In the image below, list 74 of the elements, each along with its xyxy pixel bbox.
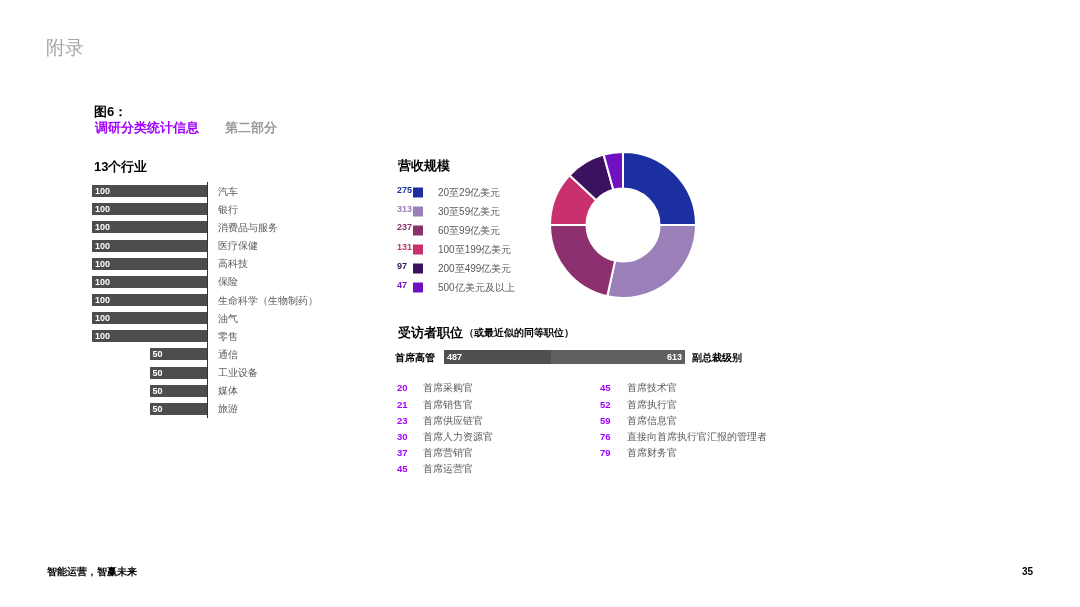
data-label: 100	[95, 276, 111, 287]
y-tick-label: 汽车	[218, 185, 238, 197]
data-label: 79	[600, 447, 611, 458]
y-tick-label: 油气	[218, 312, 238, 324]
data-label: 100	[95, 222, 111, 233]
category-label: 首席信息官	[627, 415, 677, 426]
category-label: 首席营销官	[423, 447, 473, 458]
y-tick-label: 保险	[218, 276, 238, 288]
legend-label: 30至59亿美元	[438, 206, 501, 218]
data-label: 30	[397, 431, 408, 442]
y-tick-label: 医疗保健	[218, 240, 258, 252]
y-tick-label: 旅游	[218, 403, 238, 415]
y-tick-label: 消费品与服务	[218, 221, 278, 233]
chart-subtitle: （或最近似的同等职位）	[464, 327, 574, 338]
legend-label: 60至99亿美元	[438, 225, 501, 237]
category-label: 首席销售官	[423, 399, 473, 410]
data-label: 100	[95, 295, 111, 305]
data-label: 100	[95, 331, 111, 342]
data-label: 50	[152, 367, 163, 378]
data-label: 100	[95, 258, 111, 269]
text: 智能运营，智赢未来	[46, 566, 137, 577]
y-tick-label: 银行	[217, 203, 238, 215]
chart-title: 营收规模	[397, 158, 450, 173]
text: 35	[1022, 566, 1034, 577]
data-label: 23	[397, 415, 408, 426]
caption: 图6：	[94, 104, 128, 119]
category-label: 首席运营官	[423, 463, 473, 474]
data-label: 50	[152, 403, 163, 414]
data-label: 20	[397, 382, 408, 393]
data-label: 100	[95, 204, 111, 215]
category-label: 首席执行官	[627, 399, 677, 410]
y-tick-label: 通信	[218, 348, 238, 360]
data-label: 59	[600, 415, 611, 426]
category-label: 首席采购官	[423, 382, 473, 393]
category-label: 首席财务官	[627, 447, 677, 458]
data-label: 50	[152, 349, 163, 360]
text: 附录	[46, 37, 84, 58]
series-label: 首席高管	[394, 352, 435, 363]
data-label: 45	[397, 463, 409, 474]
y-tick-label: 生命科学（生物制药）	[218, 294, 318, 306]
data-label: 50	[152, 385, 163, 396]
legend-label: 100至199亿美元	[438, 244, 512, 256]
data-label: 47	[397, 280, 408, 290]
y-tick-label: 工业设备	[218, 367, 258, 379]
data-label: 100	[95, 240, 111, 251]
data-label: 76	[600, 431, 611, 442]
data-label: 313	[397, 204, 413, 214]
category-label: 首席供应链官	[423, 415, 483, 426]
y-tick-label: 高科技	[218, 258, 248, 270]
data-label: 52	[600, 399, 611, 410]
data-label: 131	[397, 242, 413, 252]
legend-label: 20至29亿美元	[438, 187, 501, 199]
y-tick-label: 零售	[218, 330, 238, 342]
data-label: 100	[95, 186, 111, 197]
data-label: 275	[397, 185, 413, 195]
data-label: 21	[397, 399, 409, 410]
series-label: 副总裁级别	[692, 352, 742, 363]
text: 第二部分	[224, 120, 278, 135]
category-label: 直接向首席执行官汇报的管理者	[627, 431, 767, 442]
data-label: 97	[397, 261, 408, 271]
legend-label: 500亿美元及以上	[438, 282, 515, 294]
category-label: 首席技术官	[627, 382, 677, 393]
data-label: 613	[666, 352, 682, 362]
data-label: 45	[600, 382, 612, 393]
category-label: 首席人力资源官	[423, 431, 493, 442]
chart-title: 13个行业	[94, 159, 148, 174]
text: 调研分类统计信息	[94, 120, 200, 135]
legend-label: 200至499亿美元	[438, 263, 512, 275]
data-label: 100	[95, 313, 111, 324]
y-tick-label: 媒体	[218, 385, 238, 397]
data-label: 37	[397, 447, 408, 458]
data-label: 237	[397, 222, 413, 232]
data-label: 487	[447, 352, 463, 362]
chart-title: 受访者职位	[397, 325, 463, 340]
